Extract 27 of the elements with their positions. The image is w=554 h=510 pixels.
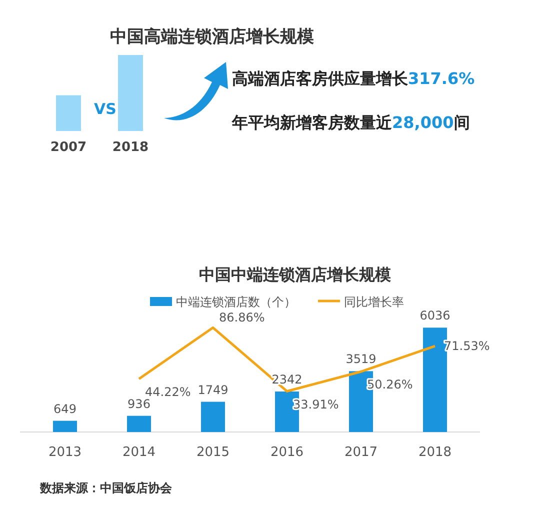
data-label: 3519 (346, 352, 376, 366)
x-tick-label: 2015 (196, 445, 230, 460)
bar (423, 328, 447, 432)
x-tick-label: 2018 (418, 445, 452, 460)
bar (201, 402, 225, 432)
data-label: 649 (54, 402, 76, 416)
legend-label: 同比增长率 (344, 295, 404, 309)
x-tick-label: 2014 (122, 445, 156, 460)
data-label: 44.22% (145, 384, 191, 399)
data-label: 6036 (420, 308, 450, 323)
x-tick-label: 2018 (112, 140, 149, 155)
legend-label: 中端连锁酒店数（个） (176, 295, 296, 309)
annotation: VS (94, 100, 116, 118)
text: 年平均新增客房数量近28,000间 (231, 113, 470, 132)
x-tick-label: 2007 (50, 140, 87, 155)
x-tick-label: 2016 (270, 445, 304, 460)
chart-title: 中国中端连锁酒店增长规模 (199, 265, 391, 284)
data-label: 86.86% (219, 310, 265, 325)
x-tick-label: 2013 (48, 445, 82, 460)
data-label: 936 (128, 396, 150, 411)
x-tick-label: 2017 (344, 445, 378, 460)
source-note: 数据来源：中国饭店协会 (39, 481, 173, 495)
data-label: 1749 (198, 382, 228, 397)
bar (53, 420, 77, 432)
text: 高端酒店客房供应量增长317.6% (232, 69, 475, 88)
text: 中国高端连锁酒店增长规模 (110, 27, 314, 47)
bar (127, 416, 151, 432)
